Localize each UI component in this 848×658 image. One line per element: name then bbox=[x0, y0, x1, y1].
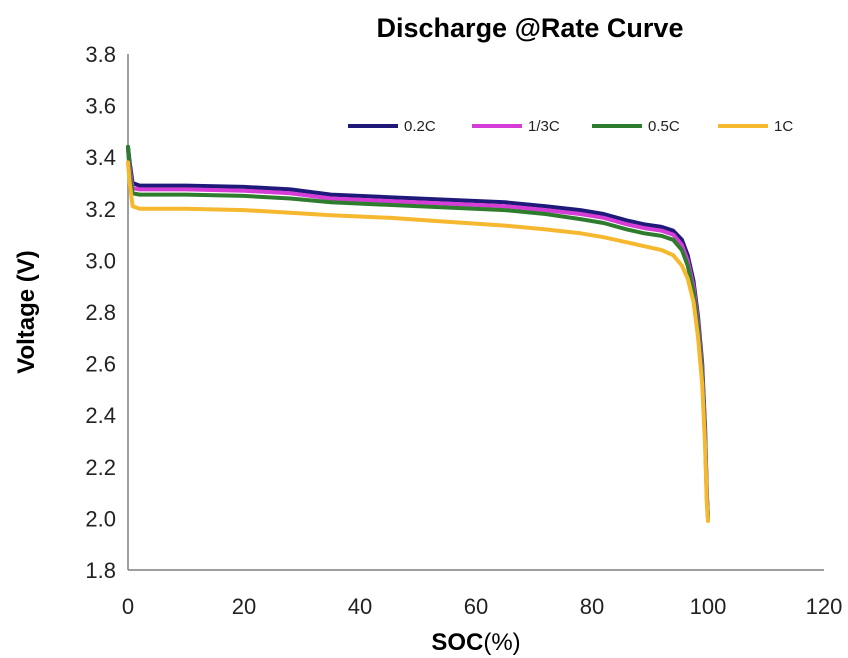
x-tick-label: 80 bbox=[580, 594, 604, 619]
y-tick-label: 2.0 bbox=[85, 506, 116, 531]
y-tick-label: 2.2 bbox=[85, 455, 116, 480]
y-tick-label: 3.0 bbox=[85, 248, 116, 273]
legend-label-4: 1C bbox=[774, 118, 793, 135]
x-tick-labels: 0 20 40 60 80 100 120 bbox=[122, 594, 842, 619]
chart-title: Discharge @Rate Curve bbox=[377, 13, 684, 43]
y-tick-label: 2.8 bbox=[85, 300, 116, 325]
x-tick-label: 20 bbox=[232, 594, 256, 619]
y-axis-label: Voltage (V) bbox=[13, 250, 40, 374]
x-tick-label: 0 bbox=[122, 594, 134, 619]
y-tick-label: 2.4 bbox=[85, 403, 116, 428]
legend: 0.2C 1/3C 0.5C 1C bbox=[348, 118, 793, 135]
y-tick-label: 3.6 bbox=[85, 94, 116, 119]
x-tick-label: 100 bbox=[690, 594, 727, 619]
x-tick-label: 120 bbox=[806, 594, 843, 619]
x-axis-label-bold: SOC bbox=[431, 629, 483, 656]
x-axis-label: SOC(%) bbox=[431, 629, 520, 656]
series-line-4 bbox=[126, 160, 710, 523]
legend-label-3: 0.5C bbox=[648, 118, 680, 135]
legend-label-2: 1/3C bbox=[528, 118, 560, 135]
legend-label-1: 0.2C bbox=[404, 118, 436, 135]
series-lines bbox=[126, 144, 710, 523]
y-tick-label: 2.6 bbox=[85, 352, 116, 377]
y-tick-label: 1.8 bbox=[85, 558, 116, 583]
plot-area: 1.8 2.0 2.2 2.4 2.6 2.8 3.0 3.2 3.4 3.6 3.8 0 20 40 6… bbox=[85, 42, 842, 619]
y-tick-label: 3.4 bbox=[85, 145, 116, 170]
x-axis-label-unit: (%) bbox=[483, 629, 520, 656]
y-tick-label: 3.2 bbox=[85, 197, 116, 222]
y-tick-label: 3.8 bbox=[85, 42, 116, 67]
y-tick-labels: 1.8 2.0 2.2 2.4 2.6 2.8 3.0 3.2 3.4 3.6 3.8 bbox=[85, 42, 116, 583]
x-tick-label: 60 bbox=[464, 594, 488, 619]
x-tick-label: 40 bbox=[348, 594, 372, 619]
